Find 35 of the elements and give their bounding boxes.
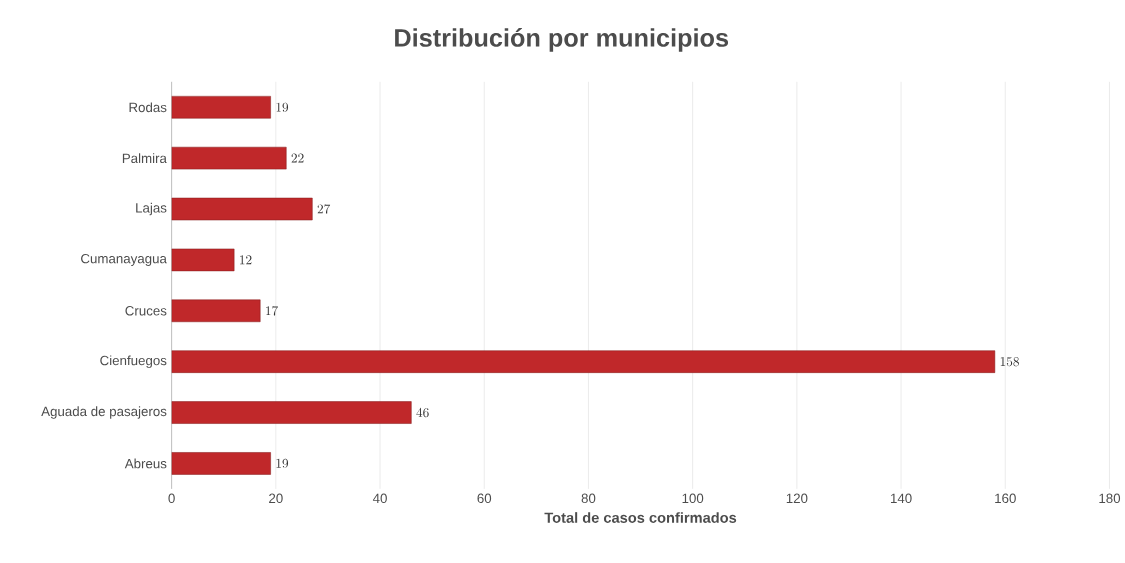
x-tick-label: 160 [995, 493, 1016, 504]
data-label: 12 [240, 255, 252, 265]
data-label: 19 [276, 459, 289, 469]
y-tick-label: Cienfuegos [100, 355, 167, 369]
y-tick-label: Rodas [129, 102, 167, 113]
bar [171, 96, 271, 119]
bar [171, 401, 412, 424]
data-label: 46 [416, 407, 429, 418]
data-label: 22 [291, 153, 304, 163]
bar [171, 197, 313, 221]
x-tick-label: 40 [372, 493, 387, 504]
y-tick-label: Palmira [122, 153, 167, 164]
chart-title: Distribución por municipios [395, 28, 729, 52]
data-label: 17 [266, 306, 278, 316]
y-tick-label: Lajas [136, 202, 167, 216]
x-tick-label: 120 [786, 493, 808, 504]
y-tick-label: Cumanayagua [81, 254, 167, 267]
bar [171, 299, 261, 323]
data-label: 158 [1000, 357, 1019, 367]
data-label: 27 [317, 204, 331, 214]
bar [171, 147, 287, 170]
bar [171, 350, 996, 374]
y-tick-label: Aguada de pasajeros [41, 406, 167, 419]
y-tick-label: Abreus [124, 458, 167, 469]
y-tick-label: Cruces [125, 306, 167, 316]
x-tick-label: 60 [477, 493, 492, 504]
data-label: 19 [276, 102, 289, 112]
bar [171, 452, 271, 475]
x-tick-label: 80 [581, 493, 596, 504]
x-tick-label: 140 [890, 493, 912, 504]
x-tick-label: 180 [1099, 493, 1121, 504]
x-tick-label: 100 [682, 493, 704, 504]
x-tick-label: 20 [269, 493, 283, 504]
x-axis-title: Total de casos confirmados [544, 512, 737, 524]
x-tick-label: 0 [168, 493, 175, 504]
